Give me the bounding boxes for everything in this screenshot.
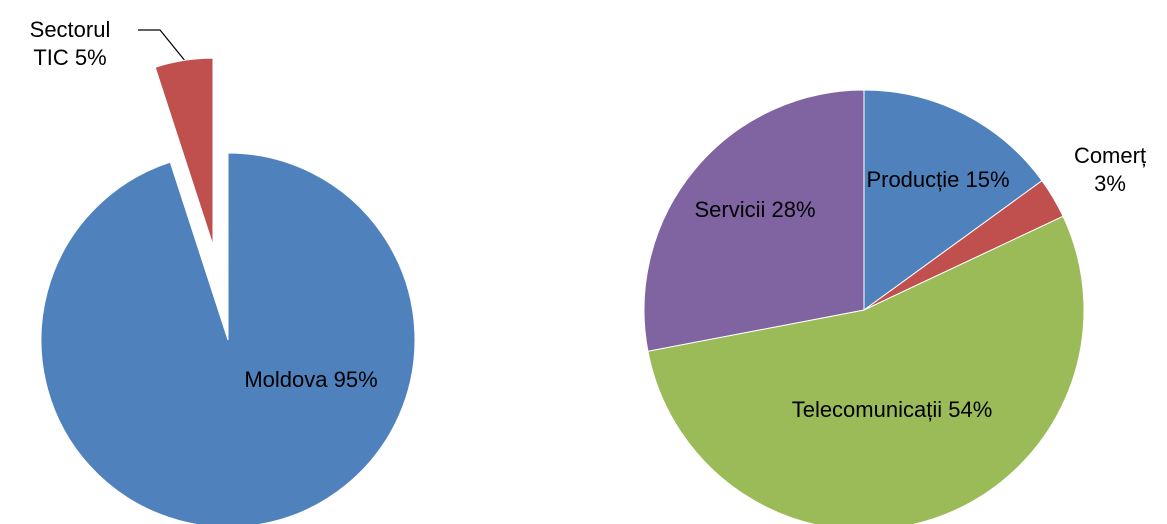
leader-line	[138, 29, 187, 63]
value-label: 3%	[1094, 171, 1126, 196]
category-label: Producție	[866, 167, 960, 192]
slice-label: Producție 15%	[858, 166, 1018, 194]
category-label: Comerț	[1073, 143, 1147, 168]
pie-slice	[647, 215, 1085, 524]
slice-label: Servicii 28%	[685, 196, 825, 224]
pie-slice	[863, 89, 1043, 311]
pie-slice	[154, 57, 214, 246]
category-label: Sectorul TIC	[29, 17, 111, 70]
value-label: 15%	[965, 167, 1010, 192]
pie-slice	[40, 152, 416, 524]
category-label: Servicii	[694, 197, 766, 222]
category-label: Telecomunicații	[791, 397, 943, 422]
value-label: 54%	[948, 397, 993, 422]
slice-label: Sectorul TIC 5%	[20, 16, 120, 72]
category-label: Moldova	[244, 367, 328, 392]
pie-slice	[643, 89, 865, 352]
value-label: 28%	[771, 197, 816, 222]
slice-label: Comerț 3%	[1065, 142, 1155, 198]
value-label: 5%	[74, 45, 107, 70]
value-label: 95%	[333, 367, 378, 392]
slice-label: Moldova 95%	[231, 366, 391, 394]
slice-label: Telecomunicații 54%	[782, 396, 1002, 424]
